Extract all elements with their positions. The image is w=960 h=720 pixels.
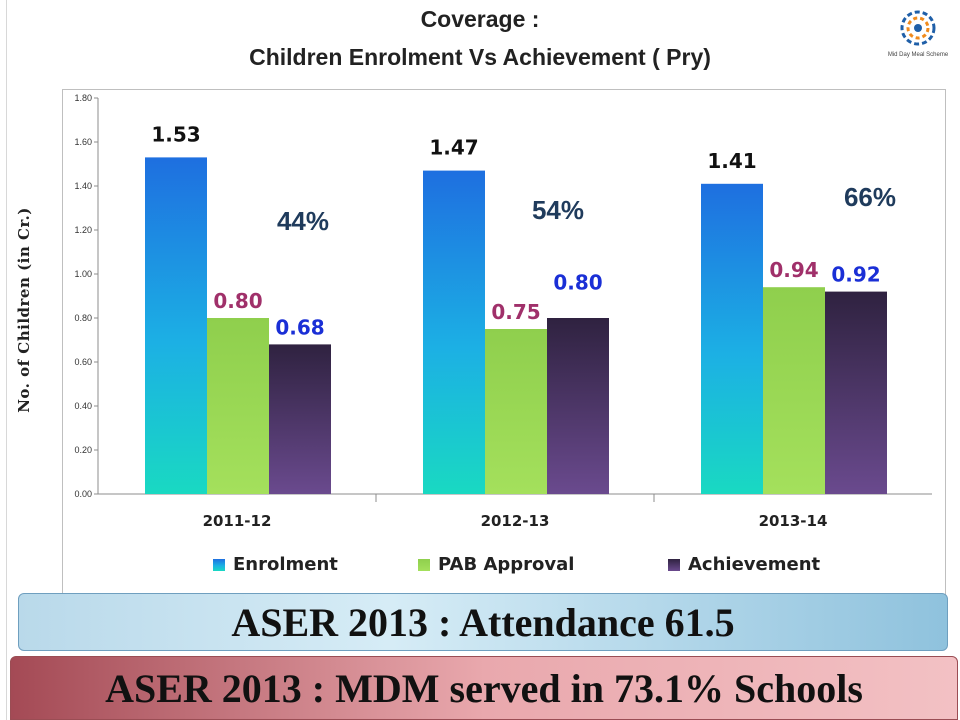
bar-pab-approval: [763, 287, 825, 494]
legend-swatch: [418, 559, 430, 571]
y-tick-label: 1.80: [74, 93, 92, 103]
data-label: 0.75: [491, 300, 540, 324]
bar-chart: 0.00 0.20 0.40 0.60 0.80 1.00 1.20 1.40 1.60 1.80…: [74, 93, 932, 575]
data-label: 1.47: [429, 136, 478, 160]
y-tick-label: 0.60: [74, 357, 92, 367]
y-tick-label: 0.00: [74, 489, 92, 499]
bar-pab-approval: [207, 318, 269, 494]
y-tick-label: 0.80: [74, 313, 92, 323]
mid-day-meal-logo-icon: Mid Day Meal Scheme: [888, 10, 949, 58]
percent-annotation: 44%: [277, 206, 329, 236]
y-tick-label: 0.20: [74, 445, 92, 455]
legend-label: PAB Approval: [438, 554, 574, 575]
bar-enrolment: [145, 157, 207, 494]
data-label: 1.41: [707, 149, 756, 173]
legend-label: Achievement: [688, 554, 821, 575]
attendance-banner: ASER 2013 : Attendance 61.5: [18, 593, 948, 651]
legend-swatch: [668, 559, 680, 571]
bar-achievement: [547, 318, 609, 494]
data-label: 0.94: [769, 258, 818, 282]
y-tick-label: 1.40: [74, 181, 92, 191]
y-tick-label: 1.00: [74, 269, 92, 279]
bar-enrolment: [701, 183, 763, 495]
data-label: 0.92: [831, 263, 880, 287]
data-label: 0.80: [213, 289, 262, 313]
y-tick-label: 1.60: [74, 137, 92, 147]
left-rule: [6, 0, 7, 720]
y-tick-label: 0.40: [74, 401, 92, 411]
data-label: 0.80: [553, 270, 602, 294]
x-tick-label: 2012-13: [481, 512, 550, 530]
mdm-banner: ASER 2013 : MDM served in 73.1% Schools: [10, 656, 958, 720]
bar-achievement: [269, 344, 331, 494]
data-label: 1.53: [151, 122, 200, 146]
bar-pab-approval: [485, 329, 547, 494]
percent-annotation: 54%: [532, 195, 584, 225]
legend-label: Enrolment: [233, 554, 338, 575]
page-title-line1: Coverage :: [420, 6, 540, 32]
bar-achievement: [825, 291, 887, 494]
legend-swatch: [213, 559, 225, 571]
chart-frame: 0.00 0.20 0.40 0.60 0.80 1.00 1.20 1.40 1.60 1.80…: [62, 89, 946, 596]
y-tick-label: 1.20: [74, 225, 92, 235]
percent-annotation: 66%: [844, 182, 896, 212]
x-tick-label: 2013-14: [759, 512, 828, 530]
logo-caption: Mid Day Meal Scheme: [888, 52, 949, 58]
data-label: 0.68: [275, 315, 324, 339]
y-axis-label-text: No. of Children (in Cr.): [15, 207, 33, 413]
x-tick-label: 2011-12: [203, 512, 272, 530]
page-title-line2: Children Enrolment Vs Achievement ( Pry): [249, 44, 711, 70]
bar-enrolment: [423, 170, 485, 494]
